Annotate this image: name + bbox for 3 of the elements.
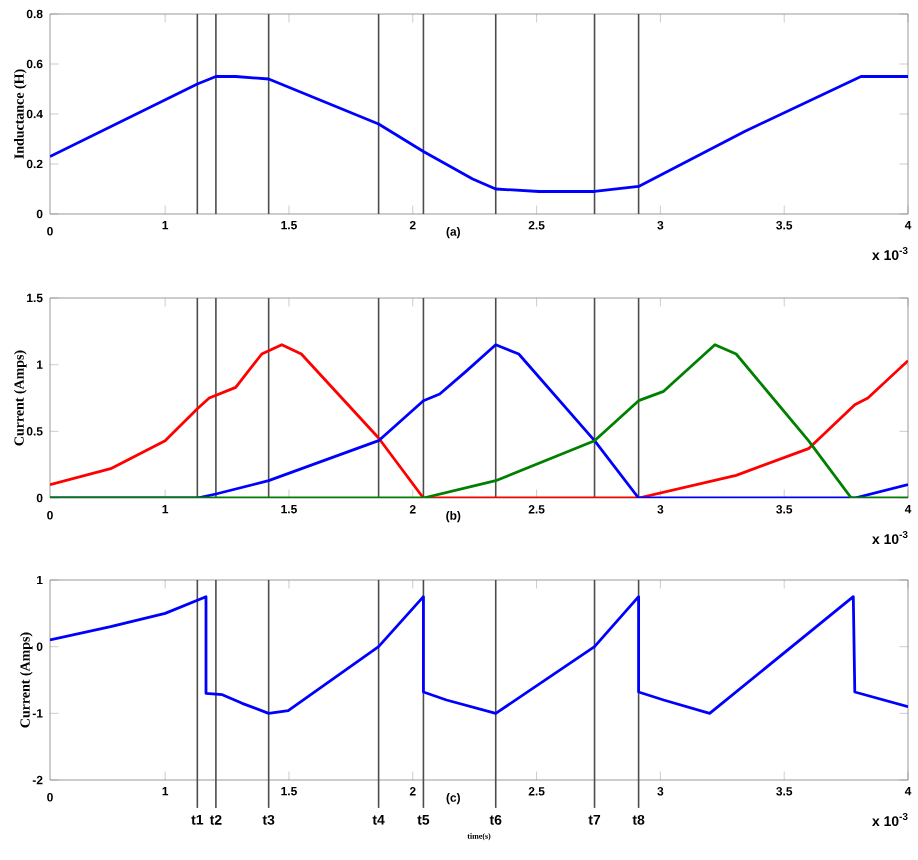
line-series [50,595,909,715]
line-series [50,75,909,193]
line-series [50,343,909,499]
